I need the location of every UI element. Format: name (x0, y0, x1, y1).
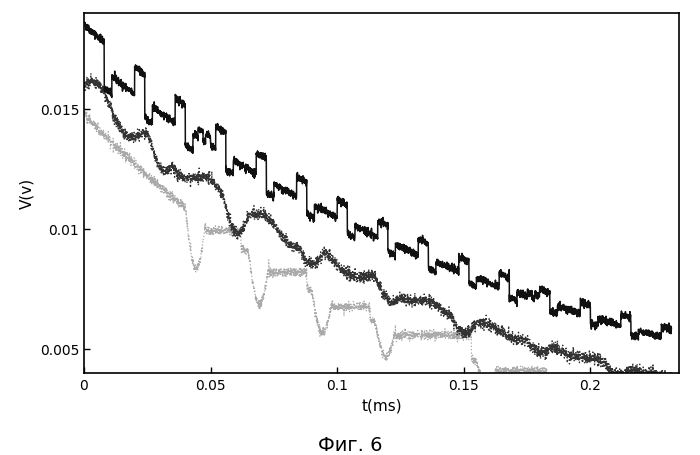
Text: Фиг. 6: Фиг. 6 (318, 435, 382, 455)
X-axis label: t(ms): t(ms) (361, 398, 402, 412)
Y-axis label: V(v): V(v) (19, 178, 34, 209)
